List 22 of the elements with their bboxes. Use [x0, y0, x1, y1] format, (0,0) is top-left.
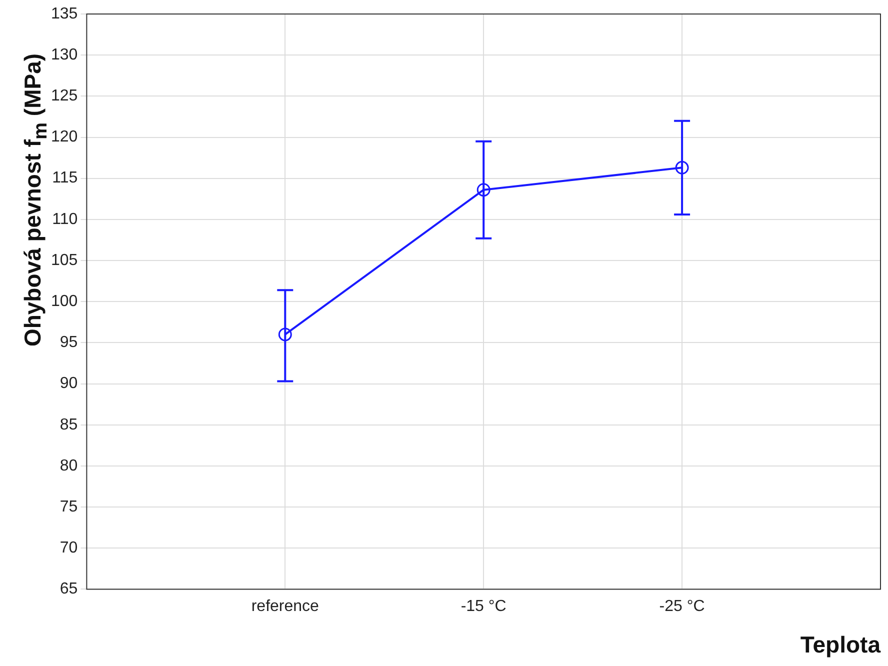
- y-tick-label: 80: [60, 457, 78, 474]
- x-tick-label: -25 °C: [659, 598, 705, 616]
- y-tick-label: 65: [60, 580, 78, 598]
- y-tick-label: 130: [50, 46, 78, 64]
- x-tick-label: -15 °C: [460, 598, 506, 616]
- point: [476, 183, 490, 197]
- y-tick-label: 75: [60, 498, 78, 516]
- y-tick-label: 70: [60, 540, 78, 557]
- y-tick-label: 105: [50, 252, 78, 269]
- y-tick-label: 115: [52, 170, 78, 187]
- y-tick-label: 95: [60, 334, 78, 352]
- y-tick-label: 120: [50, 128, 78, 146]
- y-tick-label: 90: [60, 375, 78, 392]
- x-axis-title: Teplota: [800, 632, 881, 658]
- point: [675, 160, 689, 174]
- y-tick-label: 135: [50, 5, 78, 22]
- point: [278, 328, 292, 342]
- y-tick-label: 110: [52, 210, 78, 228]
- x-tick-label: reference: [251, 598, 320, 616]
- y-tick-label: 100: [50, 293, 78, 310]
- y-tick-label: 85: [60, 416, 78, 434]
- y-tick-label: 125: [50, 88, 78, 105]
